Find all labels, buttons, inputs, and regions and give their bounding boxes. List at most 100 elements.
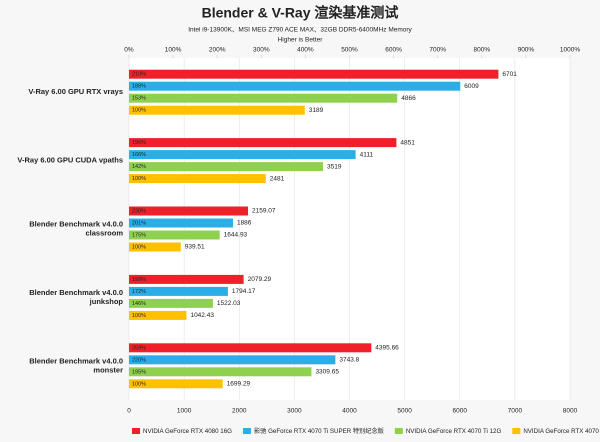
value-label: 4111: [360, 151, 374, 158]
value-label: 2481: [270, 175, 285, 182]
x2-tick-label: 300%: [253, 47, 270, 54]
bar: [129, 367, 312, 377]
x2-tick-label: 500%: [341, 47, 358, 54]
percent-label: 153%: [132, 96, 146, 102]
x2-tick-label: 200%: [209, 47, 226, 54]
value-label: 2159.07: [252, 208, 276, 215]
bar: [129, 310, 187, 320]
category-label: Blender Benchmark v4.0.0: [29, 288, 123, 297]
legend-swatch: [512, 428, 521, 434]
percent-label: 175%: [132, 232, 146, 238]
bar: [129, 174, 266, 184]
percent-label: 201%: [132, 220, 146, 226]
value-label: 1886: [237, 220, 252, 227]
value-label: 3519: [327, 163, 342, 170]
category-label: junkshop: [89, 297, 124, 306]
value-label: 6009: [464, 83, 479, 90]
percent-label: 100%: [132, 381, 146, 387]
value-label: 2079.29: [248, 276, 272, 283]
legend-swatch: [132, 428, 140, 434]
percent-label: 100%: [132, 313, 146, 319]
percent-label: 210%: [132, 72, 146, 78]
x-tick-label: 4000: [342, 408, 357, 415]
bar: [129, 162, 323, 172]
category-label: V-Ray 6.00 GPU RTX vrays: [28, 87, 123, 96]
bar: [129, 138, 397, 148]
percent-label: 100%: [132, 108, 146, 114]
percent-label: 188%: [132, 84, 146, 90]
bar: [129, 69, 499, 79]
value-label: 3309.65: [315, 369, 339, 376]
x-tick-label: 2000: [232, 408, 247, 415]
chart-subtitle: Intel i9-13900K、MSI MEG Z790 ACE MAX、32G…: [188, 27, 412, 34]
category-label: V-Ray 6.00 GPU CUDA vpaths: [17, 156, 123, 165]
bar: [129, 286, 228, 296]
bar: [129, 81, 461, 91]
x2-tick-label: 900%: [518, 47, 535, 54]
x-tick-label: 0: [127, 408, 131, 415]
x2-tick-label: 700%: [429, 47, 446, 54]
chart-subtitle: Higher is Better: [278, 37, 324, 44]
percent-label: 199%: [132, 277, 146, 283]
percent-label: 172%: [132, 289, 146, 295]
bar: [129, 298, 213, 308]
value-label: 4866: [401, 95, 416, 102]
bar: [129, 218, 233, 228]
percent-label: 196%: [132, 140, 146, 146]
x2-tick-label: 0%: [124, 47, 134, 54]
value-label: 1522.03: [217, 300, 241, 307]
category-label: Blender Benchmark v4.0.0: [29, 356, 123, 365]
value-label: 1644.93: [224, 232, 248, 239]
percent-label: 146%: [132, 301, 146, 307]
x2-tick-label: 600%: [385, 47, 402, 54]
bar: [129, 230, 220, 240]
value-label: 3743.8: [339, 357, 359, 364]
percent-label: 100%: [132, 244, 146, 250]
legend-label: NVIDIA GeForce RTX 4070 Ti 12G: [406, 428, 502, 435]
value-label: 6701: [502, 71, 517, 78]
x-tick-label: 6000: [453, 408, 468, 415]
bar: [129, 379, 223, 389]
value-label: 939.51: [185, 244, 205, 251]
bar: [129, 355, 336, 365]
value-label: 1794.17: [232, 288, 256, 295]
value-label: 4395.66: [375, 345, 399, 352]
category-label: Blender Benchmark v4.0.0: [29, 219, 123, 228]
x-tick-label: 5000: [397, 408, 412, 415]
percent-label: 230%: [132, 208, 146, 214]
x2-tick-label: 800%: [473, 47, 490, 54]
category-label: classroom: [85, 228, 123, 237]
percent-label: 220%: [132, 357, 146, 363]
x-tick-label: 7000: [508, 408, 523, 415]
bar: [129, 93, 398, 103]
legend-swatch: [394, 428, 403, 434]
legend-swatch: [242, 428, 251, 434]
value-label: 3189: [309, 107, 324, 114]
bar: [129, 242, 181, 252]
value-label: 1042.43: [190, 312, 214, 319]
bar: [129, 150, 356, 160]
x-tick-label: 3000: [287, 408, 302, 415]
x-tick-label: 1000: [177, 408, 192, 415]
category-label: monster: [93, 365, 123, 374]
percent-label: 259%: [132, 345, 146, 351]
x2-tick-label: 400%: [297, 47, 314, 54]
chart-title: Blender & V-Ray 渲染基准测试: [202, 5, 399, 21]
value-label: 1699.29: [227, 381, 251, 388]
x-tick-label: 8000: [563, 408, 578, 415]
bar: [129, 206, 249, 216]
x2-tick-label: 100%: [165, 47, 182, 54]
bar: [129, 105, 305, 115]
legend-label: NVIDIA GeForce RTX 4070 12G: [523, 428, 600, 435]
bar: [129, 274, 244, 284]
percent-label: 100%: [132, 176, 146, 182]
percent-label: 195%: [132, 369, 146, 375]
x2-tick-label: 1000%: [560, 47, 580, 54]
legend-label: NVIDIA GeForce RTX 4080 16G: [143, 428, 232, 435]
legend-label: 影驰 GeForce RTX 4070 Ti SUPER 特别纪念版: [254, 427, 384, 435]
value-label: 4851: [400, 139, 415, 146]
percent-label: 142%: [132, 164, 146, 170]
bar: [129, 343, 372, 353]
percent-label: 166%: [132, 152, 146, 158]
